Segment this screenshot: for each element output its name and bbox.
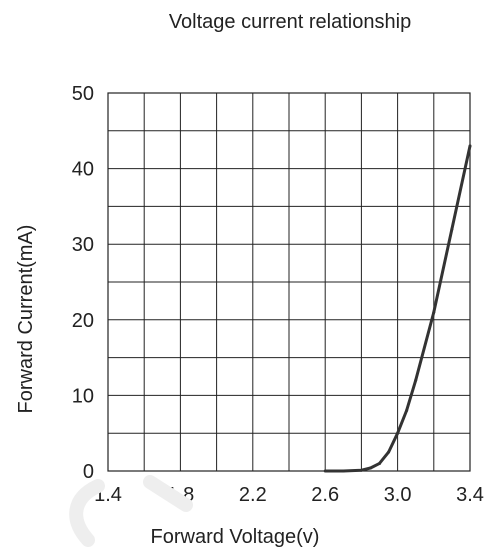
x-tick-label: 3.4: [456, 484, 484, 506]
data-point: [387, 450, 391, 454]
x-tick-label: 1.8: [166, 484, 194, 506]
y-tick-label: 10: [72, 385, 94, 407]
data-point: [405, 409, 409, 413]
chart-title: Voltage current relationship: [169, 11, 411, 33]
data-point: [378, 461, 381, 465]
data-points: [323, 144, 472, 473]
y-tick-label: 40: [72, 159, 94, 181]
data-point: [323, 469, 327, 473]
data-point: [450, 227, 454, 231]
x-tick-label: 1.4: [94, 484, 122, 506]
series-line: [325, 145, 472, 473]
x-tick-label: 2.6: [311, 484, 339, 506]
x-tick-labels: 1.4 1.8 2.2 2.6 3.0 3.4: [94, 484, 484, 506]
y-axis-label: Forward Current(mA): [15, 225, 37, 414]
data-point: [359, 468, 363, 472]
y-tick-label: 30: [72, 234, 94, 256]
y-tick-label: 50: [72, 83, 94, 105]
data-point: [341, 469, 345, 473]
x-tick-label: 3.0: [384, 484, 412, 506]
y-tick-label: 20: [72, 310, 94, 332]
y-tick-labels: 0 10 20 30 40 50: [72, 83, 94, 483]
data-point: [432, 310, 436, 314]
grid: [108, 93, 470, 471]
y-tick-label: 0: [83, 461, 94, 483]
plot-frame: [107, 92, 471, 472]
data-point: [396, 431, 400, 435]
data-point: [368, 466, 372, 470]
data-point: [414, 378, 418, 382]
data-point: [468, 144, 472, 148]
x-axis-label: Forward Voltage(v): [151, 526, 320, 548]
x-tick-label: 2.2: [239, 484, 267, 506]
